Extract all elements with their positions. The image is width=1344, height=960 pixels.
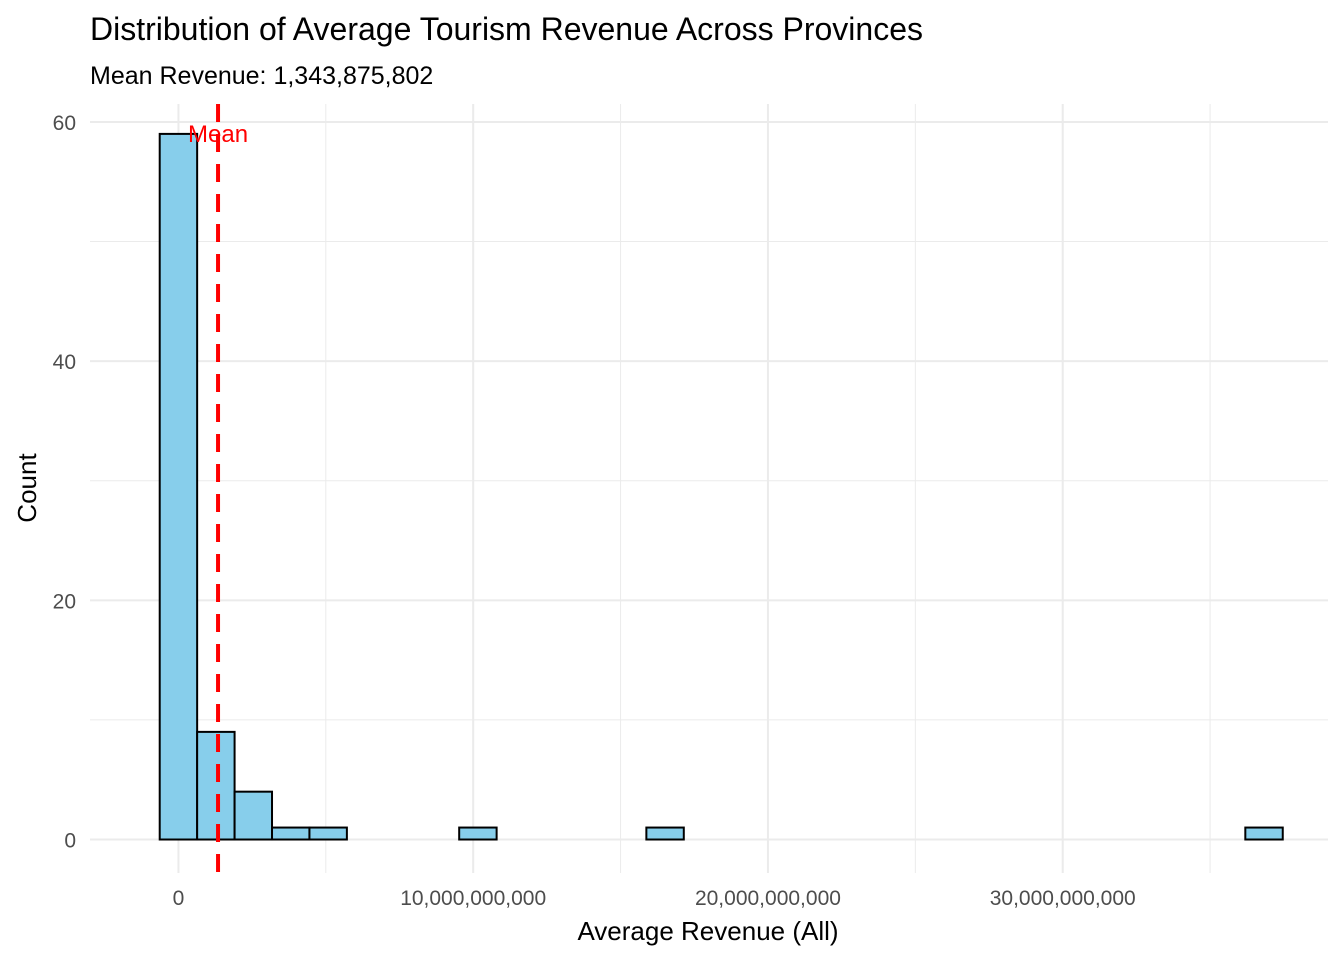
y-tick-label: 0 (64, 830, 76, 853)
histogram-bar (458, 826, 498, 841)
chart-subtitle: Mean Revenue: 1,343,875,802 (90, 62, 433, 90)
x-tick-label: 10,000,000,000 (400, 887, 546, 910)
mean-label: Mean (188, 121, 248, 148)
x-axis-title: Average Revenue (All) (577, 916, 838, 946)
mean-marker: Mean (188, 104, 248, 873)
grid-lines (90, 104, 1328, 873)
y-axis-title: Count (12, 453, 42, 523)
histogram-bar (158, 132, 199, 841)
y-tick-label: 60 (53, 112, 76, 135)
histogram-bar (1244, 826, 1284, 841)
histogram-bar (233, 790, 274, 841)
histogram-bar (271, 826, 311, 841)
x-tick-label: 30,000,000,000 (990, 887, 1136, 910)
chart-title: Distribution of Average Tourism Revenue … (90, 11, 923, 47)
histogram-bar (308, 826, 348, 841)
y-axis-tick-labels: 0 20 40 60 (53, 112, 76, 853)
y-tick-label: 40 (53, 351, 76, 374)
x-tick-label: 0 (173, 887, 185, 910)
y-tick-label: 20 (53, 590, 76, 613)
histogram-bar (645, 826, 685, 841)
histogram-bars (158, 132, 1284, 841)
x-tick-label: 20,000,000,000 (695, 887, 841, 910)
x-axis-tick-labels: 0 10,000,000,000 20,000,000,000 30,000,000,… (173, 887, 1136, 910)
histogram-bar (196, 730, 236, 841)
